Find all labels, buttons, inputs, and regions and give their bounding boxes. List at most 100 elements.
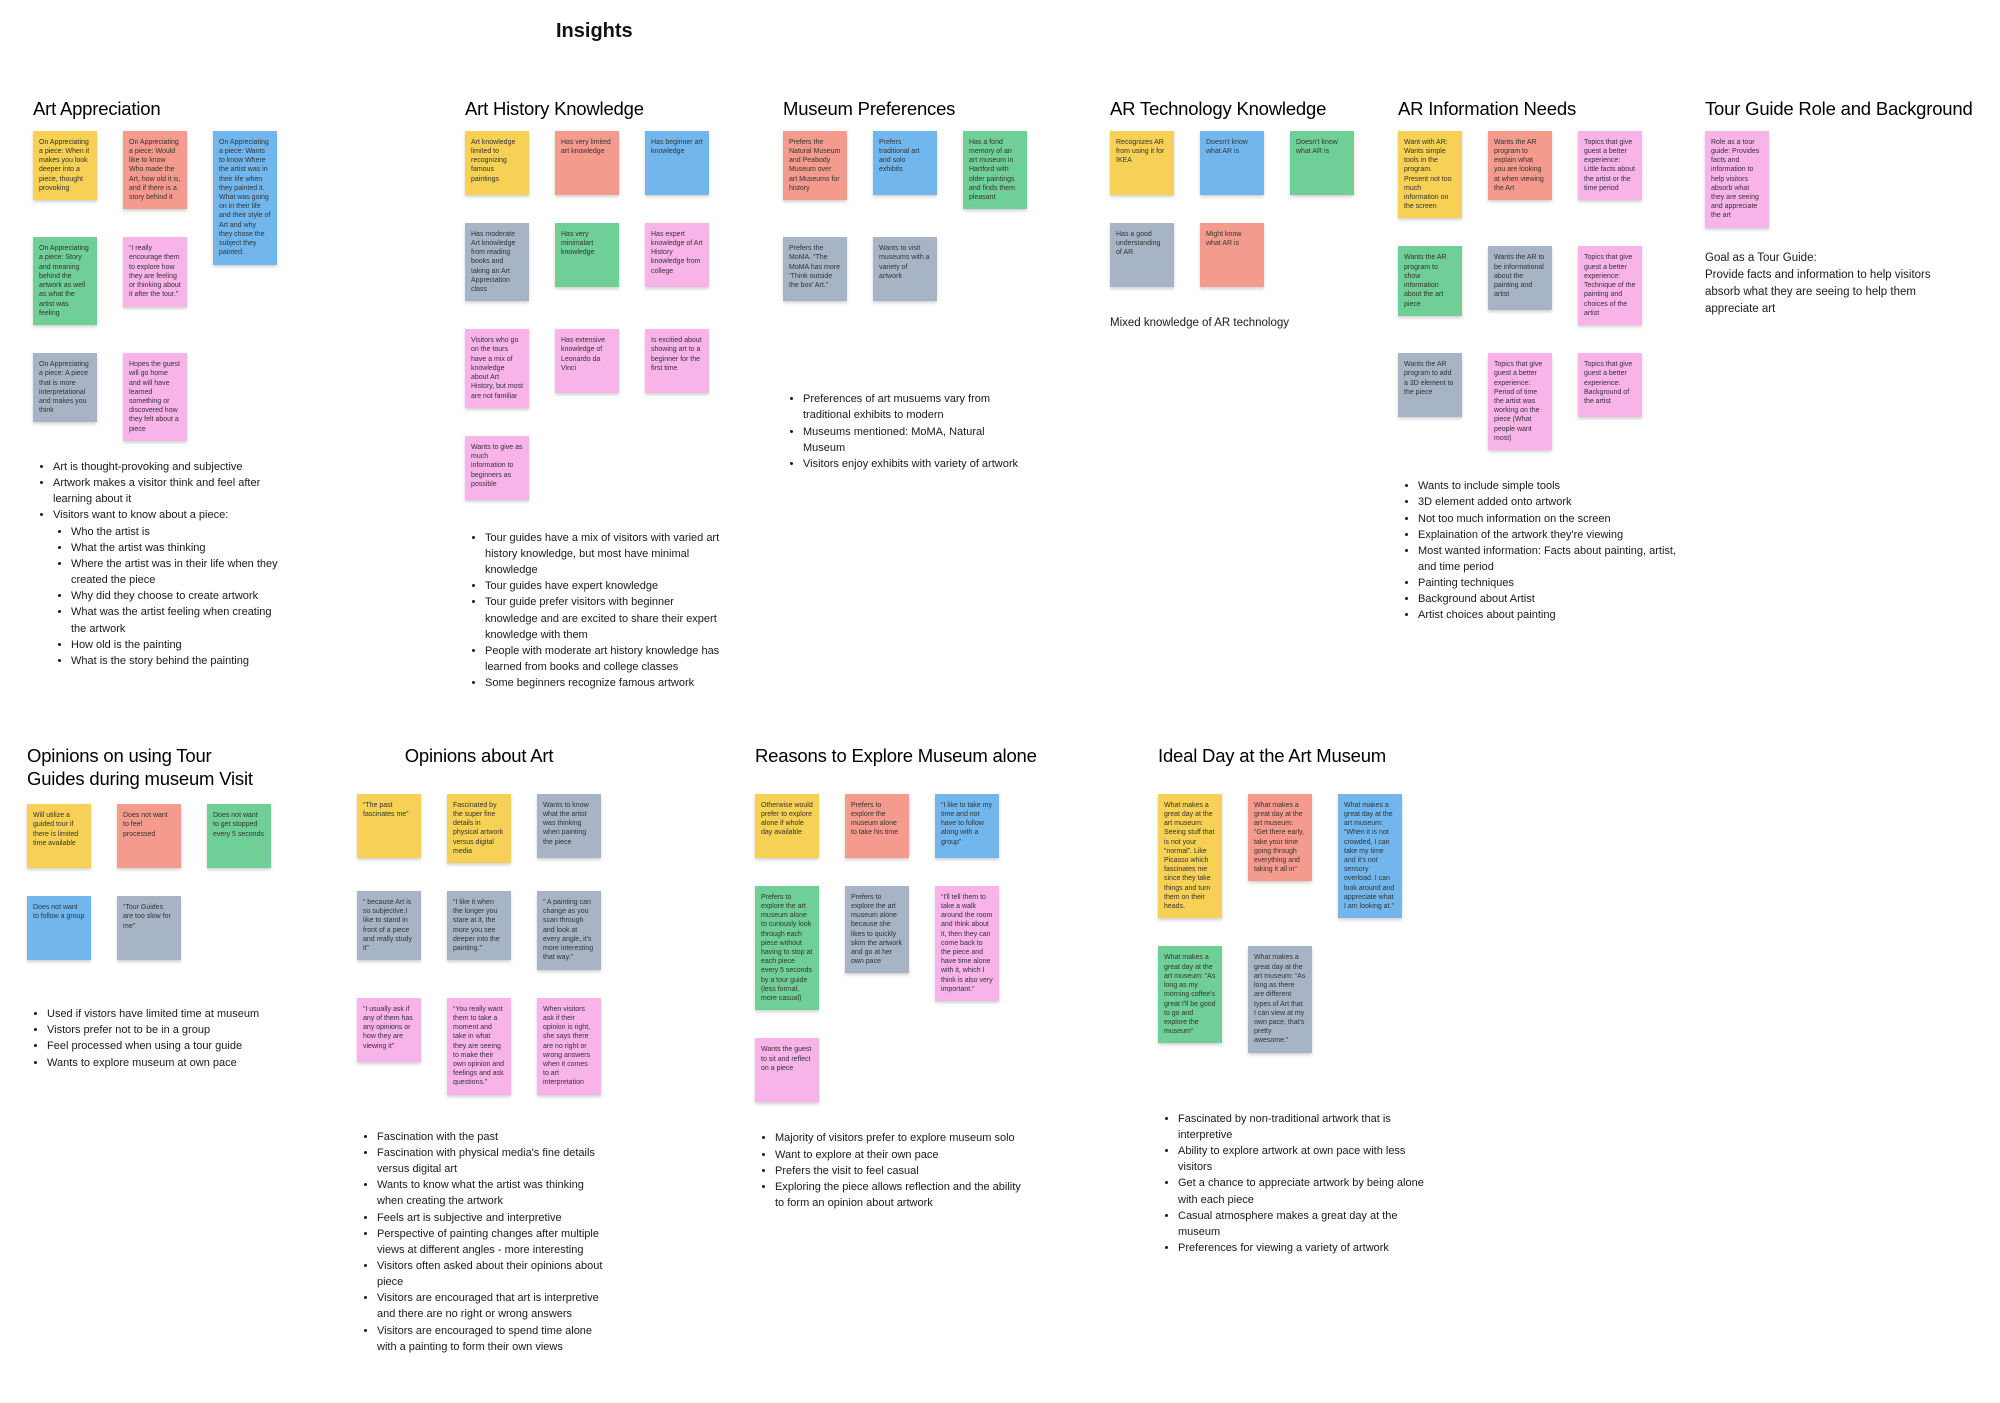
insight-bullet: Artwork makes a visitor think and feel a…	[53, 475, 278, 507]
section-museum-preferences: Museum Preferences Prefers the Natural M…	[783, 98, 1073, 472]
section-ideal-day-at-art-museum: Ideal Day at the Art Museum What makes a…	[1158, 745, 1448, 1256]
section-ar-information-needs: AR Information Needs Want with AR: Wants…	[1398, 98, 1688, 624]
section-title: Museum Preferences	[783, 98, 956, 119]
insight-sub-bullet: What is the story behind the painting	[71, 653, 278, 669]
sticky-note[interactable]: Wants the guest to sit and reflect on a …	[755, 1038, 819, 1103]
insights-list: Fascinated by non-traditional artwork th…	[1158, 1111, 1430, 1256]
sticky-note[interactable]: What makes a great day at the art museum…	[1338, 793, 1402, 919]
sticky-note[interactable]: Visitors who go on the tours have a mix …	[465, 329, 529, 408]
insight-bullet: Get a chance to appreciate artwork by be…	[1178, 1175, 1430, 1207]
sticky-note[interactable]: Wants to know what the artist was thinki…	[537, 793, 601, 858]
insight-sub-bullet: What the artist was thinking	[71, 540, 278, 556]
sticky-grid: Art knowledge limited to recognizing fam…	[465, 130, 755, 500]
sticky-note[interactable]: “Tour Guides are too slow for me”	[117, 896, 181, 961]
section-title: Art Appreciation	[33, 98, 161, 119]
sticky-grid: Want with AR: Wants simple tools in the …	[1398, 130, 1688, 451]
sticky-note[interactable]: “I like it when the longer you stare at …	[447, 890, 511, 961]
sticky-note[interactable]: Has a good understanding of AR	[1110, 222, 1174, 287]
sticky-note[interactable]: Wants the AR program to add a 3D element…	[1398, 353, 1462, 418]
sticky-note[interactable]: On Appreciating a piece: Would like to k…	[123, 130, 187, 210]
insight-bullet: Wants to explore museum at own pace	[47, 1055, 262, 1071]
insights-list: Used if vistors have limited time at mus…	[27, 1006, 262, 1071]
sticky-note[interactable]: “I'll tell them to take a walk around th…	[935, 885, 999, 1002]
sticky-note[interactable]: Doesn't know what AR is	[1200, 130, 1264, 195]
insight-bullet: Some beginners recognize famous artwork	[485, 675, 720, 691]
sticky-note[interactable]: On Appreciating a piece: Story and meani…	[33, 237, 97, 326]
sticky-note[interactable]: Topics that give guest a better experien…	[1488, 353, 1552, 451]
sticky-grid: Recognizes AR from using it for IKEA Does…	[1110, 130, 1390, 287]
sticky-note[interactable]: Wants to visit museums with a variety of…	[873, 237, 937, 302]
sticky-note[interactable]: Wants the AR program to show information…	[1398, 246, 1462, 316]
insights-list: Preferences of art musuems vary from tra…	[783, 391, 1023, 472]
sticky-note[interactable]: “ because Art is so subjective,I like to…	[357, 890, 421, 961]
insight-bullet: Fascinated by non-traditional artwork th…	[1178, 1111, 1430, 1143]
sticky-grid: Role as a tour guide: Provides facts and…	[1705, 130, 1995, 228]
sticky-note[interactable]: “ A painting can change as you scan thro…	[537, 890, 601, 970]
sticky-note[interactable]: Fascinated by the super fine details in …	[447, 793, 511, 863]
insights-list: Wants to include simple tools3D element …	[1398, 478, 1688, 623]
sticky-note[interactable]: What makes a great day at the art museum…	[1158, 946, 1222, 1044]
sticky-note[interactable]: “You really want them to take a moment a…	[447, 997, 511, 1095]
sticky-note[interactable]: Does not want to get stopped every 5 sec…	[207, 804, 271, 869]
sticky-note[interactable]: Hopes the guest will go home and will ha…	[123, 353, 187, 441]
insight-sub-bullet: What was the artist feeling when creatin…	[71, 604, 278, 636]
sticky-note[interactable]: Prefers the Natural Museum and Peabody M…	[783, 130, 847, 200]
sticky-note[interactable]: Otherwise would prefer to explore alone …	[755, 793, 819, 858]
sticky-note[interactable]: Want with AR: Wants simple tools in the …	[1398, 130, 1462, 219]
sticky-note[interactable]: Has expert knowledge of Art History know…	[645, 222, 709, 287]
sticky-note[interactable]: Does not want to follow a group	[27, 896, 91, 961]
tour-guide-goal-text: Goal as a Tour Guide: Provide facts and …	[1705, 251, 1931, 316]
sticky-note[interactable]: Has a fond memory of an art museum in Ha…	[963, 130, 1027, 210]
section-title: Reasons to Explore Museum alone	[755, 745, 1037, 766]
sticky-note[interactable]: Has moderate Art knowledge from reading …	[465, 222, 529, 302]
sticky-note[interactable]: On Appreciating a piece: Wants to know W…	[213, 130, 277, 265]
sticky-note[interactable]: Does not want to feel processed	[117, 804, 181, 869]
sticky-note[interactable]: Has very minimalart knowledge	[555, 222, 619, 287]
sticky-note[interactable]: Prefers the MoMA. “The MoMA has more ‘Th…	[783, 237, 847, 302]
insight-bullet: Not too much information on the screen	[1418, 511, 1688, 527]
insight-bullet: Tour guides have expert knowledge	[485, 578, 720, 594]
insights-list: Tour guides have a mix of visitors with …	[465, 530, 720, 692]
sticky-note[interactable]: Has very limited art knowledge	[555, 130, 619, 195]
sticky-note[interactable]: Prefers to explore the art museum alone …	[755, 885, 819, 1011]
insight-bullet: Painting techniques	[1418, 575, 1688, 591]
sticky-note[interactable]: Role as a tour guide: Provides facts and…	[1705, 130, 1769, 228]
sticky-note[interactable]: Doesn't know what AR is	[1290, 130, 1354, 195]
sticky-note[interactable]: “I like to take my time and not have to …	[935, 793, 999, 858]
insight-sub-bullet: Where the artist was in their life when …	[71, 556, 278, 588]
sticky-note[interactable]: Wants to give as much information to beg…	[465, 435, 529, 500]
sticky-note[interactable]: Recognizes AR from using it for IKEA	[1110, 130, 1174, 195]
sticky-note[interactable]: “I really encourage them to explore how …	[123, 237, 187, 307]
sticky-note[interactable]: Topics that give guest a better experien…	[1578, 353, 1642, 418]
section-note: Mixed knowledge of AR technology	[1110, 316, 1289, 329]
insight-bullet: Majority of visitors prefer to explore m…	[775, 1130, 1023, 1146]
sticky-note[interactable]: When visitors ask if their opinion is ri…	[537, 997, 601, 1095]
sticky-note[interactable]: What makes a great day at the art museum…	[1248, 946, 1312, 1053]
insight-bullet: Preferences of art musuems vary from tra…	[803, 391, 1023, 423]
sticky-note[interactable]: On Appreciating a piece: When it makes y…	[33, 130, 97, 200]
sticky-note[interactable]: What makes a great day at the art museum…	[1248, 793, 1312, 882]
sticky-note[interactable]: Topics that give guest a better experien…	[1578, 130, 1642, 200]
sticky-note[interactable]: Prefers traditional art and solo exhibit…	[873, 130, 937, 195]
insight-bullet: Tour guides have a mix of visitors with …	[485, 530, 720, 578]
sticky-note[interactable]: Has extensive knowledge of Leonardo da V…	[555, 329, 619, 394]
sticky-note[interactable]: Wants the AR to be informational about t…	[1488, 246, 1552, 311]
sticky-note[interactable]: What makes a great day at the art museum…	[1158, 793, 1222, 919]
sticky-note[interactable]: Prefers to explore the museum alone to t…	[845, 793, 909, 858]
insight-bullet: Wants to know what the artist was thinki…	[377, 1177, 609, 1209]
sticky-note[interactable]: Will utilize a guided tour if there is l…	[27, 804, 91, 869]
sticky-note[interactable]: Prefers to explore the art museum alone …	[845, 885, 909, 974]
sticky-note[interactable]: Might know what AR is	[1200, 222, 1264, 287]
sticky-note[interactable]: “I usually ask if any of them has any op…	[357, 997, 421, 1062]
insight-sub-list: Who the artist isWhat the artist was thi…	[53, 524, 278, 669]
insight-sub-bullet: Who the artist is	[71, 524, 278, 540]
sticky-note[interactable]: Wants the AR program to explain what you…	[1488, 130, 1552, 200]
sticky-note[interactable]: On Appreciating a piece: A piece that is…	[33, 353, 97, 423]
sticky-note[interactable]: Art knowledge limited to recognizing fam…	[465, 130, 529, 195]
insight-bullet: Vistors prefer not to be in a group	[47, 1022, 262, 1038]
sticky-note[interactable]: “The past fascinates me”	[357, 793, 421, 858]
sticky-note[interactable]: Is excitied about showing art to a begin…	[645, 329, 709, 394]
sticky-note[interactable]: Topics that give guest a better experien…	[1578, 246, 1642, 326]
sticky-note[interactable]: Has beginner art knowledge	[645, 130, 709, 195]
